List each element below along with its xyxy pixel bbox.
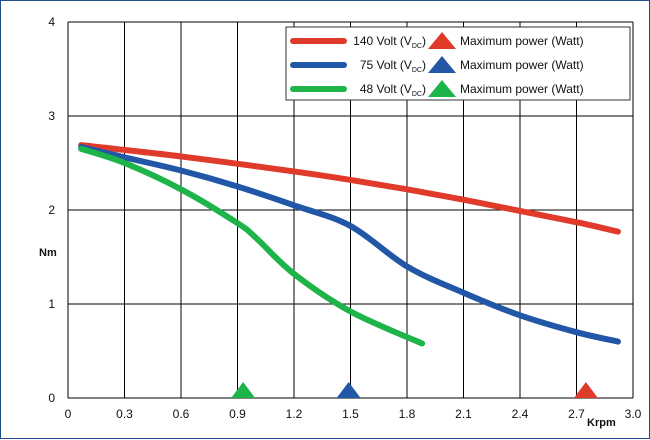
series-lines bbox=[78, 142, 621, 347]
x-tick-label: 0.6 bbox=[173, 407, 190, 421]
legend-series-label: 75 Volt (VDC) bbox=[360, 58, 426, 74]
x-tick-label: 2.1 bbox=[455, 407, 472, 421]
legend: 140 Volt (VDC) Maximum power (Watt) 75 Vol… bbox=[285, 26, 631, 101]
legend-marker-label: Maximum power (Watt) bbox=[460, 58, 584, 72]
x-tick-label: 2.4 bbox=[512, 407, 529, 421]
x-tick-label: 2.7 bbox=[568, 407, 585, 421]
legend-triangle-swatch bbox=[428, 56, 456, 73]
max-power-markers bbox=[231, 382, 598, 398]
x-tick-label: 0.9 bbox=[229, 407, 246, 421]
x-tick-label: 1.2 bbox=[286, 407, 303, 421]
y-tick-label: 3 bbox=[48, 109, 55, 123]
max-power-marker-140v bbox=[573, 382, 598, 398]
legend-series-label: 48 Volt (VDC) bbox=[360, 82, 426, 98]
x-tick-label: 1.8 bbox=[399, 407, 416, 421]
series-75v-line bbox=[78, 144, 621, 345]
legend-marker-label: Maximum power (Watt) bbox=[460, 82, 584, 96]
legend-series-label: 140 Volt (VDC) bbox=[353, 34, 426, 50]
y-tick-label: 2 bbox=[48, 203, 55, 217]
x-tick-label: 0 bbox=[65, 407, 72, 421]
tick-labels: 0 0.3 0.6 0.9 1.2 1.5 1.8 2.1 2.4 2.7 3.0 0 1 2 3 4 bbox=[48, 15, 641, 421]
x-tick-label: 3.0 bbox=[625, 407, 642, 421]
legend-triangle-swatch bbox=[428, 80, 456, 97]
x-axis-label: Krpm bbox=[587, 417, 616, 429]
y-tick-label: 1 bbox=[48, 297, 55, 311]
max-power-marker-48v bbox=[231, 382, 256, 398]
legend-marker-label: Maximum power (Watt) bbox=[460, 34, 584, 48]
y-axis-label: Nm bbox=[39, 247, 57, 259]
series-48v-line bbox=[78, 145, 426, 347]
y-tick-label: 0 bbox=[48, 391, 55, 405]
x-tick-label: 0.3 bbox=[116, 407, 133, 421]
legend-triangle-swatch bbox=[428, 32, 456, 49]
x-tick-label: 1.5 bbox=[342, 407, 359, 421]
series-140v-line bbox=[78, 142, 621, 235]
y-tick-label: 4 bbox=[48, 15, 55, 29]
max-power-marker-75v bbox=[336, 382, 361, 398]
